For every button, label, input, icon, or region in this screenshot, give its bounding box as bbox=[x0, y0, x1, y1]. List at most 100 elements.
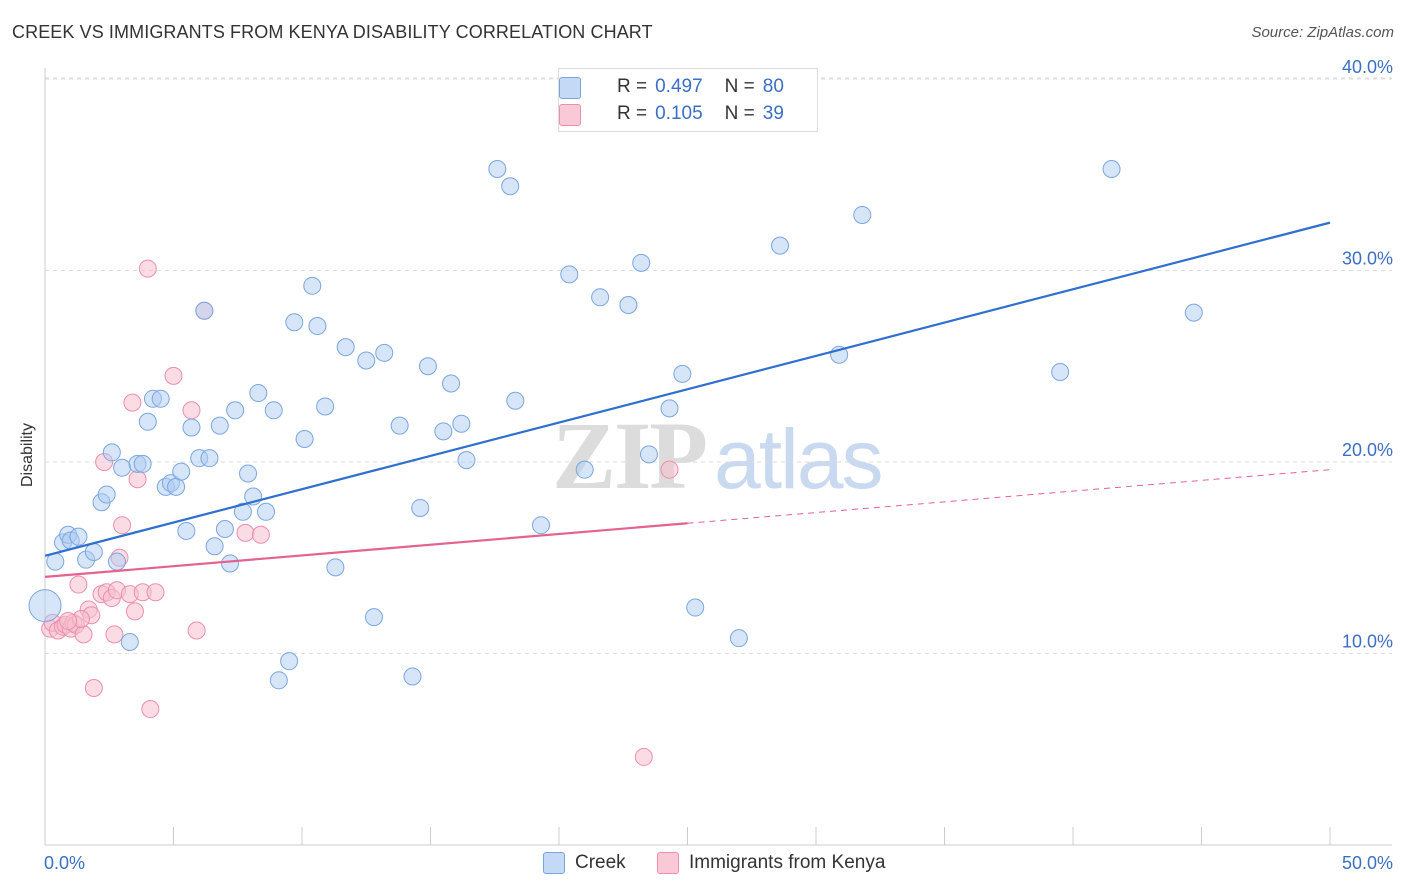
creek-point bbox=[308, 317, 327, 336]
kenya-point bbox=[69, 575, 88, 594]
creek-point bbox=[591, 288, 610, 307]
creek-trend-line bbox=[44, 221, 1331, 557]
creek-point bbox=[316, 397, 335, 416]
creek-point bbox=[619, 295, 638, 314]
kenya-point bbox=[74, 625, 93, 644]
n-label: N = bbox=[724, 76, 755, 97]
creek-point bbox=[177, 521, 196, 540]
r-value: 0.105 bbox=[655, 103, 703, 124]
creek-swatch bbox=[559, 77, 581, 99]
creek-point bbox=[280, 652, 299, 671]
creek-points bbox=[28, 160, 1203, 690]
kenya-point bbox=[138, 259, 157, 278]
creek-point bbox=[1184, 303, 1203, 322]
creek-swatch bbox=[543, 852, 565, 874]
creek-point bbox=[660, 399, 679, 418]
creek-point bbox=[215, 520, 234, 539]
stats-legend-row-creek: R = 0.497 N = 80 bbox=[559, 75, 784, 99]
legend-label-creek: Creek bbox=[575, 852, 626, 873]
creek-point bbox=[575, 460, 594, 479]
n-value: 80 bbox=[762, 76, 784, 97]
watermark-atlas: atlas bbox=[714, 412, 883, 506]
creek-point bbox=[133, 454, 152, 473]
kenya-trend-line bbox=[44, 522, 688, 578]
kenya-point bbox=[84, 678, 103, 697]
creek-point bbox=[442, 374, 461, 393]
creek-point bbox=[1102, 160, 1121, 179]
creek-point bbox=[182, 418, 201, 437]
trend-lines bbox=[44, 221, 1331, 578]
kenya-swatch bbox=[657, 852, 679, 874]
y-tick-label: 20.0% bbox=[1342, 440, 1393, 460]
series-legend: Creek Immigrants from Kenya bbox=[0, 852, 1406, 878]
kenya-point bbox=[128, 470, 147, 489]
creek-point bbox=[390, 416, 409, 435]
creek-point bbox=[269, 671, 288, 690]
creek-point bbox=[501, 177, 520, 196]
chart-title: CREEK VS IMMIGRANTS FROM KENYA DISABILIT… bbox=[12, 22, 653, 42]
kenya-point bbox=[141, 700, 160, 719]
creek-point bbox=[403, 667, 422, 686]
creek-point bbox=[210, 416, 229, 435]
kenya-point bbox=[251, 525, 270, 544]
kenya-point bbox=[123, 393, 142, 412]
creek-point bbox=[686, 598, 705, 617]
legend-item-kenya[interactable]: Immigrants from Kenya bbox=[657, 852, 885, 874]
kenya-point bbox=[105, 625, 124, 644]
kenya-point bbox=[164, 366, 183, 385]
legend-label-kenya: Immigrants from Kenya bbox=[689, 852, 886, 873]
creek-point bbox=[673, 364, 692, 383]
creek-point bbox=[326, 558, 345, 577]
creek-point bbox=[205, 537, 224, 556]
creek-point bbox=[120, 633, 139, 652]
creek-point bbox=[506, 391, 525, 410]
creek-point bbox=[113, 458, 132, 477]
creek-point bbox=[639, 445, 658, 464]
tick-labels: 10.0% 20.0% 30.0% 40.0% 0.0% 50.0% bbox=[44, 57, 1393, 873]
kenya-point bbox=[236, 523, 255, 542]
kenya-trend-line-extension bbox=[687, 469, 1331, 524]
creek-point bbox=[532, 516, 551, 535]
x-tick-label: 0.0% bbox=[44, 853, 85, 873]
n-label: N = bbox=[724, 103, 755, 124]
kenya-point bbox=[187, 621, 206, 640]
creek-point bbox=[632, 253, 651, 272]
kenya-point bbox=[634, 747, 653, 766]
creek-point bbox=[138, 412, 157, 431]
creek-point bbox=[195, 301, 214, 320]
creek-point bbox=[221, 554, 240, 573]
creek-point bbox=[264, 401, 283, 420]
creek-point bbox=[28, 589, 62, 623]
legend-item-creek[interactable]: Creek bbox=[543, 852, 626, 874]
creek-point bbox=[167, 477, 186, 496]
kenya-point bbox=[182, 401, 201, 420]
creek-point bbox=[457, 451, 476, 470]
n-value: 39 bbox=[762, 103, 784, 124]
creek-point bbox=[375, 343, 394, 362]
creek-point bbox=[295, 430, 314, 449]
kenya-point bbox=[113, 516, 132, 535]
creek-point bbox=[233, 502, 252, 521]
watermark: ZIPatlas bbox=[552, 400, 883, 511]
creek-point bbox=[853, 205, 872, 224]
creek-point bbox=[200, 449, 219, 468]
creek-point bbox=[69, 527, 88, 546]
creek-point bbox=[257, 502, 276, 521]
creek-point bbox=[285, 313, 304, 332]
x-tick-label: 50.0% bbox=[1342, 853, 1393, 873]
creek-point bbox=[434, 422, 453, 441]
creek-point bbox=[84, 543, 103, 562]
creek-point bbox=[97, 485, 116, 504]
creek-point bbox=[1051, 362, 1070, 381]
watermark-zip: ZIP bbox=[552, 402, 708, 509]
kenya-point bbox=[125, 602, 144, 621]
r-label: R = bbox=[617, 76, 648, 97]
kenya-points bbox=[41, 259, 679, 766]
r-label: R = bbox=[617, 103, 648, 124]
y-tick-label: 10.0% bbox=[1342, 632, 1393, 652]
kenya-swatch bbox=[559, 104, 581, 126]
kenya-point bbox=[660, 460, 679, 479]
creek-point bbox=[452, 414, 471, 433]
kenya-point bbox=[59, 611, 78, 630]
